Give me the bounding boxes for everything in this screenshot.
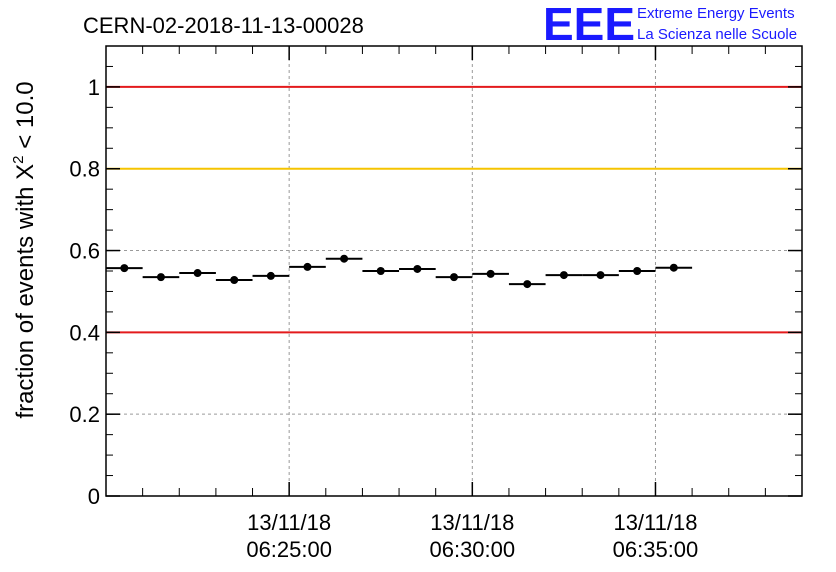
y-tick-label: 1 bbox=[88, 75, 100, 100]
y-axis-label-chi: X bbox=[12, 164, 39, 180]
y-tick-label: 0.6 bbox=[69, 239, 100, 264]
chart-title: CERN-02-2018-11-13-00028 bbox=[83, 13, 364, 38]
data-point bbox=[120, 264, 129, 273]
y-axis-label-prefix: fraction of events with bbox=[12, 180, 39, 419]
x-tick-label-date: 13/11/18 bbox=[613, 510, 697, 535]
data-point bbox=[450, 273, 458, 282]
x-tick-label-date: 13/11/18 bbox=[247, 510, 331, 535]
y-tick-label: 0.8 bbox=[69, 157, 100, 182]
data-point bbox=[669, 263, 678, 272]
data-point bbox=[193, 269, 202, 278]
eee-logo: EEE Extreme Energy Events La Scienza nel… bbox=[543, 0, 797, 50]
data-point bbox=[230, 276, 239, 284]
logo-mark: EEE bbox=[543, 0, 635, 50]
grid bbox=[106, 46, 802, 496]
x-tick-label-time: 06:35:00 bbox=[613, 537, 699, 562]
x-tick-label-date: 13/11/18 bbox=[430, 510, 514, 535]
reference-lines bbox=[106, 85, 802, 334]
logo-line-1: Extreme Energy Events bbox=[637, 5, 795, 22]
data-point bbox=[559, 271, 568, 280]
axes: 00.20.40.60.8113/11/1806:25:0013/11/1806… bbox=[69, 45, 803, 562]
y-tick-label: 0.2 bbox=[69, 402, 100, 427]
data-points bbox=[106, 254, 693, 289]
data-point bbox=[486, 269, 495, 278]
y-tick-label: 0 bbox=[88, 484, 100, 509]
x-tick-label-time: 06:30:00 bbox=[429, 537, 515, 562]
y-axis-label-sup: 2 bbox=[10, 155, 27, 163]
data-point bbox=[633, 267, 642, 275]
data-point bbox=[413, 264, 422, 273]
data-point bbox=[376, 267, 385, 275]
data-point bbox=[266, 271, 275, 280]
data-point bbox=[596, 271, 605, 280]
y-axis-label-suffix: < 10.0 bbox=[12, 81, 39, 155]
y-axis-label: fraction of events with X2 < 10.0 bbox=[10, 81, 39, 418]
data-point bbox=[303, 262, 312, 271]
logo-line-2: La Scienza nelle Scuole bbox=[637, 26, 797, 43]
y-tick-label: 0.4 bbox=[69, 320, 100, 345]
x-tick-label-time: 06:25:00 bbox=[246, 537, 332, 562]
data-point bbox=[156, 273, 165, 282]
plot-frame bbox=[105, 45, 803, 497]
data-point bbox=[340, 254, 349, 263]
data-point bbox=[523, 280, 532, 289]
